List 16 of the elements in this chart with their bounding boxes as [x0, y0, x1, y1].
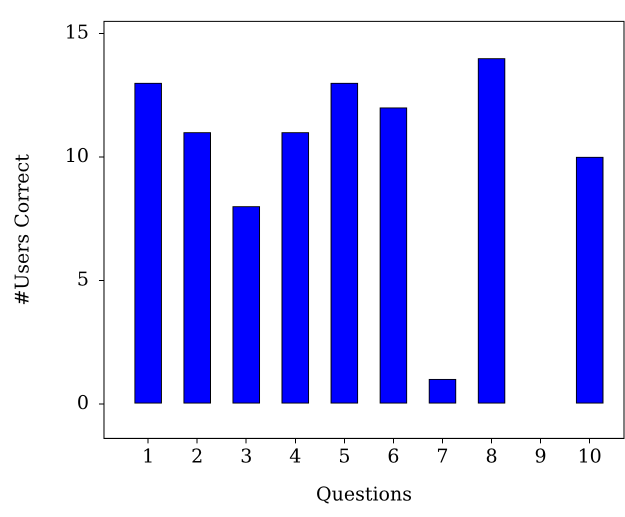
x-tick-label: 10 [578, 446, 602, 468]
y-tick-label: 15 [64, 22, 89, 44]
y-tick-label: 5 [76, 268, 89, 290]
x-tick-label: 9 [534, 446, 547, 468]
x-tick-label: 7 [436, 446, 449, 468]
x-axis-title: Questions [316, 484, 412, 506]
y-tick-label: 0 [76, 392, 89, 414]
y-tick-label: 10 [64, 145, 89, 168]
x-tick-label: 5 [338, 446, 350, 468]
x-tick-label: 2 [191, 446, 204, 468]
x-tick-label: 8 [485, 446, 498, 468]
y-axis-title: #Users Correct [11, 154, 34, 306]
x-tick-label: 6 [387, 446, 400, 468]
x-tick-label: 4 [289, 446, 302, 468]
x-tick-label: 3 [240, 446, 252, 468]
x-tick-label: 1 [142, 446, 154, 468]
